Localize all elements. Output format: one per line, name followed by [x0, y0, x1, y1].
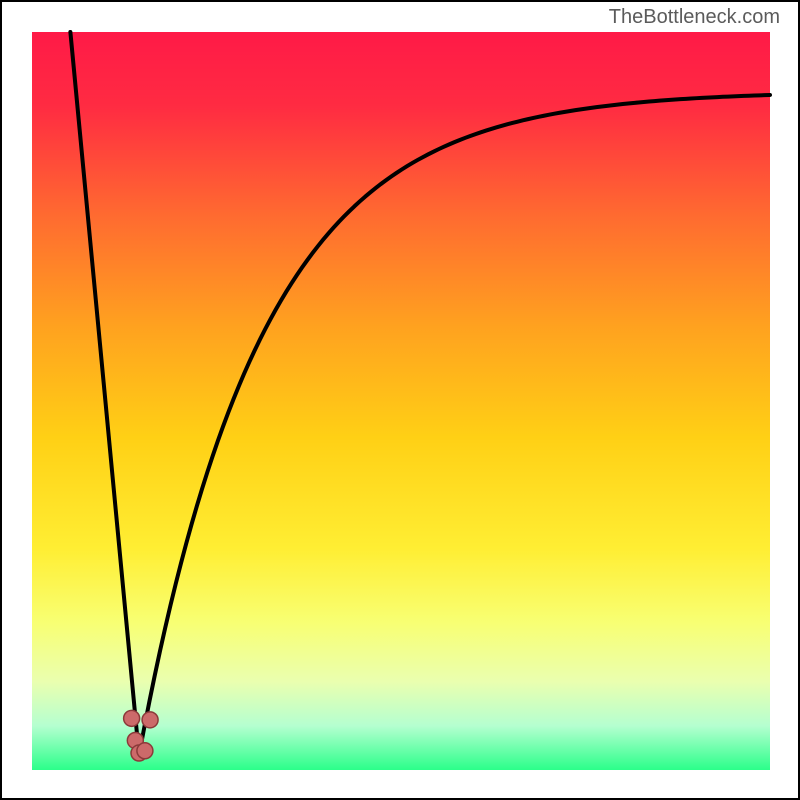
data-markers — [124, 710, 158, 761]
data-marker — [142, 712, 158, 728]
plot-area — [32, 32, 770, 770]
data-marker — [124, 710, 140, 726]
bottleneck-curve — [70, 32, 770, 755]
plot-svg — [32, 32, 770, 770]
watermark-text: TheBottleneck.com — [609, 6, 780, 29]
data-marker — [137, 743, 153, 759]
chart-container: TheBottleneck.com — [0, 0, 800, 800]
